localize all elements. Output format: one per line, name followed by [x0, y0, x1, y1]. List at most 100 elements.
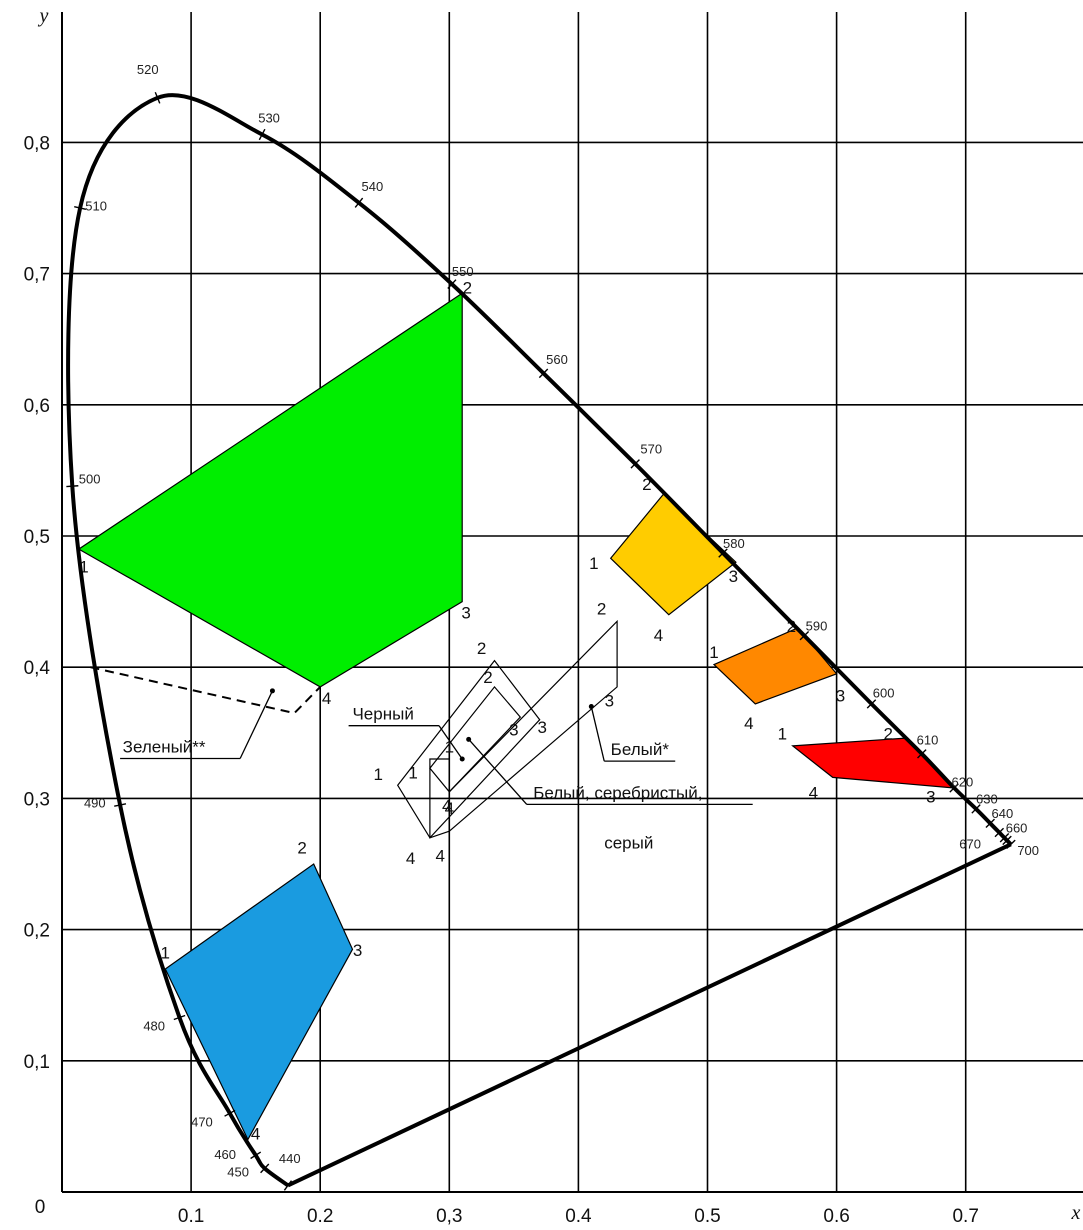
wavelength-tick — [447, 279, 457, 289]
y-axis-label: y — [38, 5, 49, 27]
y-tick-label: 0,4 — [24, 658, 51, 679]
annotation-leader — [590, 706, 605, 762]
y-tick-label: 0,2 — [24, 921, 50, 942]
origin-label: 0 — [35, 1197, 46, 1218]
wavelength-label: 530 — [258, 111, 280, 126]
vertex-number: 4 — [744, 714, 753, 733]
wavelength-tick — [66, 485, 79, 488]
labels: 5205305405105505605705005805906006106206… — [79, 62, 1039, 1179]
wavelength-tick — [866, 699, 877, 709]
vertex-number: 1 — [778, 724, 787, 743]
wavelength-tick — [354, 197, 364, 208]
wavelength-label: 700 — [1017, 843, 1039, 858]
vertex-number: 2 — [477, 639, 486, 658]
y-tick-label: 0,1 — [24, 1052, 50, 1073]
wavelength-tick — [630, 459, 640, 469]
vertex-number: 4 — [436, 846, 445, 865]
wavelength-tick — [994, 827, 1005, 838]
wavelength-tick — [799, 631, 810, 641]
wavelength-label: 520 — [137, 62, 159, 77]
y-tick-label: 0,6 — [24, 396, 50, 417]
wavelength-label: 480 — [143, 1019, 165, 1034]
wavelength-label: 580 — [723, 536, 745, 551]
wavelength-label: 560 — [546, 352, 568, 367]
wavelength-tick — [114, 803, 127, 807]
annotation-label: серый — [604, 833, 653, 852]
wavelength-label: 620 — [951, 775, 973, 790]
x-tick-label: 0.4 — [565, 1206, 592, 1227]
annotation-label: Белый, серебристый, — [533, 783, 702, 802]
vertex-number: 1 — [374, 765, 383, 784]
wavelength-label: 610 — [917, 733, 939, 748]
wavelength-tick — [999, 833, 1010, 843]
wavelength-tick — [985, 818, 995, 829]
vertex-number: 1 — [408, 764, 417, 783]
vertex-number: 3 — [538, 718, 547, 737]
x-tick-label: 0.2 — [307, 1206, 333, 1227]
y-tick-label: 0,8 — [24, 133, 50, 154]
x-tick-label: 0,3 — [436, 1206, 462, 1227]
vertex-number: 2 — [642, 475, 651, 494]
annotation-label: Белый* — [611, 740, 670, 759]
wavelength-label: 590 — [806, 618, 828, 633]
vertex-number: 3 — [729, 567, 738, 586]
annotation-leader — [468, 738, 528, 805]
annotation-leader — [438, 725, 463, 760]
vertex-number: 3 — [461, 604, 470, 623]
vertex-number: 2 — [597, 600, 606, 619]
vertex-number: 1 — [709, 643, 718, 662]
wavelength-tick — [260, 1163, 270, 1174]
wavelength-label: 660 — [1006, 821, 1028, 836]
vertex-number: 2 — [787, 617, 796, 636]
vertex-number: 2 — [483, 668, 492, 687]
x-tick-label: 0.7 — [952, 1206, 978, 1227]
wavelength-tick — [718, 548, 728, 558]
vertex-number: 4 — [654, 626, 663, 645]
wavelength-tick — [258, 128, 266, 141]
x-axis-label: x — [1071, 1202, 1081, 1224]
vertex-number: 1 — [445, 737, 454, 756]
wavelength-label: 670 — [959, 836, 981, 851]
wavelength-label: 570 — [640, 441, 662, 456]
wavelength-label: 470 — [191, 1114, 213, 1129]
annotations: Зеленый** Черный Белый* Белый, серебристый,… — [120, 688, 753, 852]
annotation-anchor-dot — [269, 688, 275, 694]
vertex-number: 4 — [406, 849, 415, 868]
wavelength-label: 490 — [84, 796, 106, 811]
outline-black-inner — [429, 685, 522, 793]
vertex-number: 1 — [79, 558, 88, 577]
wavelength-tick — [917, 749, 927, 759]
vertex-number: 3 — [509, 720, 518, 739]
spectral-locus — [66, 91, 1016, 1191]
annotation-leader — [239, 690, 274, 759]
vertex-number: 2 — [463, 278, 472, 297]
wavelength-label: 540 — [362, 179, 384, 194]
purple-line — [287, 842, 1012, 1188]
outline-black-outer — [396, 659, 541, 839]
vertex-number: 3 — [353, 941, 362, 960]
annotation-label: Черный — [352, 705, 413, 724]
wavelength-label: 510 — [85, 199, 107, 214]
wavelength-tick — [1006, 839, 1016, 850]
vertex-number: 4 — [809, 783, 818, 802]
wavelength-label: 640 — [992, 806, 1014, 821]
vertex-number: 3 — [836, 686, 845, 705]
wavelength-tick — [250, 1151, 262, 1160]
vertex-number: 2 — [884, 724, 893, 743]
wavelength-label: 550 — [452, 264, 474, 279]
wavelength-label: 630 — [976, 792, 998, 807]
y-tick-label: 0,3 — [24, 789, 50, 810]
region-blue — [164, 863, 354, 1141]
vertex-number: 4 — [442, 797, 451, 816]
dashed-lines — [90, 666, 321, 715]
wavelength-label: 500 — [79, 472, 101, 487]
vertex-number: 4 — [251, 1125, 260, 1144]
wavelength-tick — [224, 1109, 236, 1117]
y-tick-label: 0,5 — [24, 527, 50, 548]
wavelength-tick — [971, 804, 981, 814]
wavelength-tick — [283, 1180, 293, 1191]
annotation-anchor-dot — [459, 756, 465, 762]
axes: 0.1 0.2 0,3 0.4 0.5 0.6 0.7 0,1 0,2 0,3 0,4 0,5 0,6 0… — [24, 5, 1083, 1227]
vertex-number: 2 — [297, 839, 306, 858]
